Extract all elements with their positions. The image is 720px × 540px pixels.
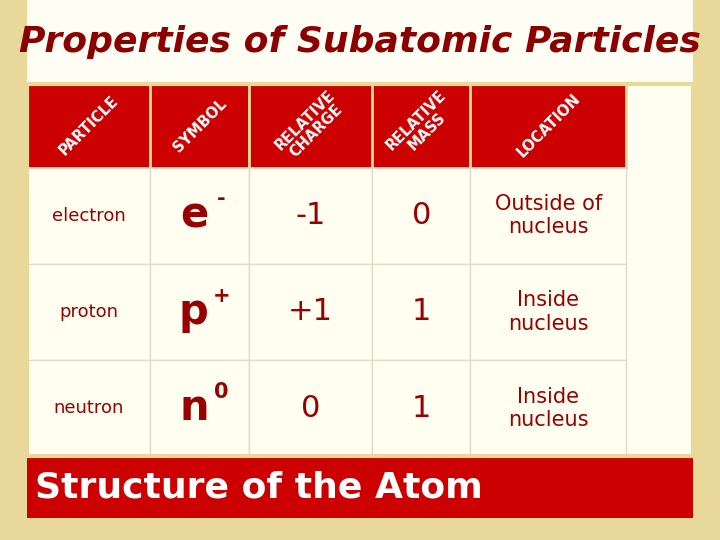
Bar [150,84,249,167]
Text: Structure of the Atom: Structure of the Atom [35,470,482,504]
Bar [249,84,372,167]
Text: -1: -1 [295,201,325,230]
Text: Outside of
nucleus: Outside of nucleus [495,194,602,237]
Text: p: p [179,291,209,333]
Bar [150,360,249,456]
Text: e: e [180,194,208,237]
Bar [249,360,372,456]
Bar [470,264,626,360]
Text: 1: 1 [412,298,431,326]
Text: 1: 1 [412,394,431,423]
Text: -: - [217,190,225,210]
Text: SYMBOL: SYMBOL [170,96,229,155]
Bar [372,84,470,167]
Bar [470,360,626,456]
Bar [150,264,249,360]
Bar [27,0,693,84]
Text: RELATIVE
CHARGE: RELATIVE CHARGE [272,87,349,164]
Text: RELATIVE
MASS: RELATIVE MASS [382,87,460,164]
Bar [372,264,470,360]
Text: electron: electron [52,207,126,225]
Bar [27,456,693,518]
Bar [27,84,150,167]
Bar [372,167,470,264]
Bar [249,264,372,360]
Text: n: n [179,387,209,429]
Bar [27,167,150,264]
Bar [27,264,150,360]
Text: Properties of Subatomic Particles: Properties of Subatomic Particles [19,25,701,59]
Text: PARTICLE: PARTICLE [56,93,122,158]
Text: 0: 0 [214,382,228,402]
Text: proton: proton [59,303,118,321]
Text: +1: +1 [288,298,333,326]
Bar [27,360,150,456]
Bar [470,84,626,167]
Bar [150,167,249,264]
Bar [27,84,693,456]
Text: +: + [212,286,230,306]
Text: Inside
nucleus: Inside nucleus [508,387,588,430]
Text: LOCATION: LOCATION [513,91,583,160]
Text: Inside
nucleus: Inside nucleus [508,291,588,334]
Text: neutron: neutron [54,399,124,417]
Bar [27,84,693,456]
Bar [249,167,372,264]
Text: 0: 0 [301,394,320,423]
Text: 0: 0 [412,201,431,230]
Bar [470,167,626,264]
Bar [372,360,470,456]
